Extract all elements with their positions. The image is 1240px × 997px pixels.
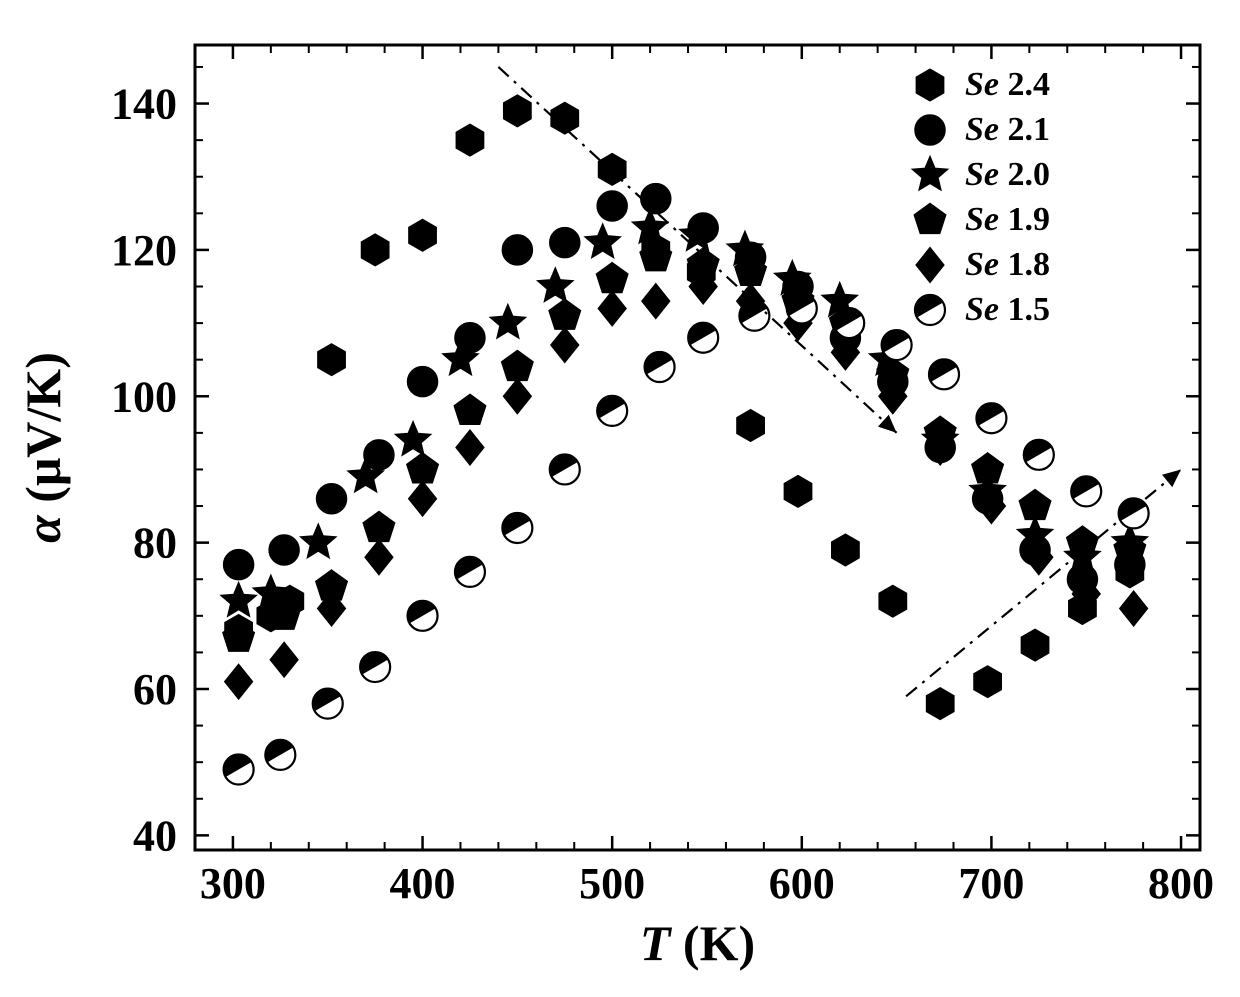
data-point xyxy=(454,394,485,424)
x-tick-label: 800 xyxy=(1148,859,1214,908)
data-point xyxy=(641,184,671,214)
data-point xyxy=(402,595,437,630)
data-point xyxy=(1066,471,1101,506)
data-point xyxy=(916,248,944,283)
x-tick-label: 700 xyxy=(958,859,1024,908)
y-axis-title: α (μV/K) xyxy=(15,352,71,543)
x-tick-label: 600 xyxy=(769,859,835,908)
data-point xyxy=(224,550,254,580)
data-point xyxy=(318,344,345,376)
y-tick-label: 80 xyxy=(133,519,177,568)
data-point xyxy=(409,481,437,516)
data-point xyxy=(221,582,257,616)
data-point xyxy=(409,220,436,252)
data-point xyxy=(408,367,438,397)
data-point xyxy=(683,317,718,352)
data-point xyxy=(537,268,573,302)
trend-arrow xyxy=(1162,469,1181,487)
x-tick-label: 400 xyxy=(390,859,456,908)
data-point xyxy=(879,585,906,617)
data-point xyxy=(642,284,670,319)
data-point xyxy=(598,291,626,326)
data-point xyxy=(832,534,859,566)
chart-container: 300 400 500 600 700 800 40 60 80 100 120 140 T (K) α … xyxy=(0,0,1240,997)
data-point xyxy=(395,421,431,455)
data-point xyxy=(585,224,621,258)
legend-label: Se 1.5 xyxy=(965,291,1050,328)
data-point xyxy=(915,115,945,145)
data-point xyxy=(550,228,580,258)
data-point xyxy=(260,734,295,769)
y-tick-label: 140 xyxy=(111,80,177,129)
y-tick-label: 100 xyxy=(111,372,177,421)
x-axis-title: T (K) xyxy=(640,915,755,971)
data-point xyxy=(910,290,945,325)
y-tick-label: 60 xyxy=(133,665,177,714)
data-point xyxy=(456,124,483,156)
data-point xyxy=(596,263,627,293)
data-point xyxy=(497,508,532,543)
data-point xyxy=(504,379,532,414)
series-Se-1.5 xyxy=(218,288,1149,785)
data-point xyxy=(490,304,526,338)
data-point xyxy=(504,95,531,127)
data-point xyxy=(449,551,484,586)
data-point xyxy=(365,540,393,575)
legend-label: Se 2.1 xyxy=(965,111,1050,148)
data-point xyxy=(1019,490,1050,520)
data-point xyxy=(971,398,1006,433)
data-point xyxy=(914,204,945,234)
y-tick-label: 40 xyxy=(133,811,177,860)
data-point xyxy=(916,69,943,101)
data-point xyxy=(502,235,532,265)
legend: Se 2.4 Se 2.1 Se 2.0 Se 1.9 Se 1.8 Se 1.5 xyxy=(910,66,1050,328)
data-point xyxy=(270,642,298,677)
data-point xyxy=(355,647,390,682)
legend-label: Se 1.9 xyxy=(965,201,1050,238)
data-point xyxy=(551,328,579,363)
data-point xyxy=(407,453,438,483)
data-point xyxy=(363,512,394,542)
data-point xyxy=(924,354,959,389)
data-point xyxy=(597,191,627,221)
legend-label: Se 1.8 xyxy=(965,246,1050,283)
data-point xyxy=(912,156,948,190)
data-point xyxy=(225,664,253,699)
legend-label: Se 2.0 xyxy=(965,156,1050,193)
data-point xyxy=(300,524,336,558)
data-point xyxy=(1021,629,1048,661)
legend-label: Se 2.4 xyxy=(965,66,1050,103)
y-tick-label: 120 xyxy=(111,226,177,275)
data-point xyxy=(549,299,580,329)
data-point xyxy=(592,390,627,425)
data-point xyxy=(639,347,674,382)
data-point xyxy=(269,535,299,565)
x-tick-label: 500 xyxy=(579,859,645,908)
data-point xyxy=(544,449,579,484)
data-point xyxy=(927,688,954,720)
data-point xyxy=(1120,591,1148,626)
data-point xyxy=(317,484,347,514)
data-point xyxy=(456,430,484,465)
data-point xyxy=(1018,434,1053,469)
data-point xyxy=(974,666,1001,698)
data-point xyxy=(307,683,342,718)
x-tick-label: 300 xyxy=(200,859,266,908)
data-point xyxy=(784,476,811,508)
data-point xyxy=(362,234,389,266)
data-point xyxy=(972,453,1003,483)
data-point xyxy=(737,410,764,442)
data-point xyxy=(551,102,578,134)
scatter-chart: 300 400 500 600 700 800 40 60 80 100 120 140 T (K) α … xyxy=(0,0,1240,997)
data-point xyxy=(502,351,533,381)
data-point xyxy=(218,749,253,784)
